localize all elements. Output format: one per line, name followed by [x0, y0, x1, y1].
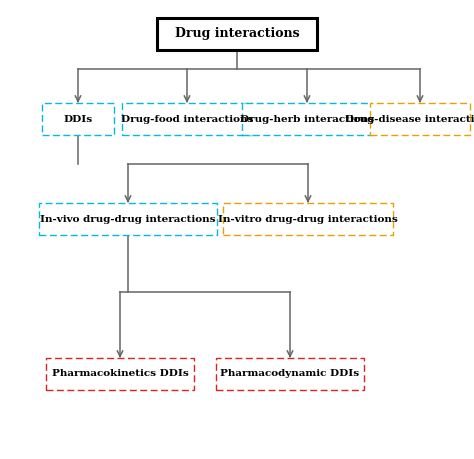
FancyBboxPatch shape: [370, 103, 470, 135]
FancyBboxPatch shape: [216, 358, 364, 390]
Text: Drug interactions: Drug interactions: [175, 28, 299, 40]
Text: Pharmacodynamic DDIs: Pharmacodynamic DDIs: [220, 369, 360, 379]
FancyBboxPatch shape: [122, 103, 252, 135]
Text: In-vivo drug-drug interactions: In-vivo drug-drug interactions: [40, 214, 216, 224]
Text: Pharmacokinetics DDIs: Pharmacokinetics DDIs: [52, 369, 188, 379]
Text: Drug-herb interactions: Drug-herb interactions: [240, 114, 374, 123]
FancyBboxPatch shape: [42, 103, 114, 135]
Text: In-vitro drug-drug interactions: In-vitro drug-drug interactions: [218, 214, 398, 224]
FancyBboxPatch shape: [39, 203, 217, 235]
Text: Drug-food interactions: Drug-food interactions: [121, 114, 253, 123]
Text: DDIs: DDIs: [64, 114, 92, 123]
FancyBboxPatch shape: [46, 358, 194, 390]
Text: Drug-disease interactions: Drug-disease interactions: [345, 114, 474, 123]
FancyBboxPatch shape: [157, 18, 317, 50]
FancyBboxPatch shape: [242, 103, 372, 135]
FancyBboxPatch shape: [223, 203, 393, 235]
